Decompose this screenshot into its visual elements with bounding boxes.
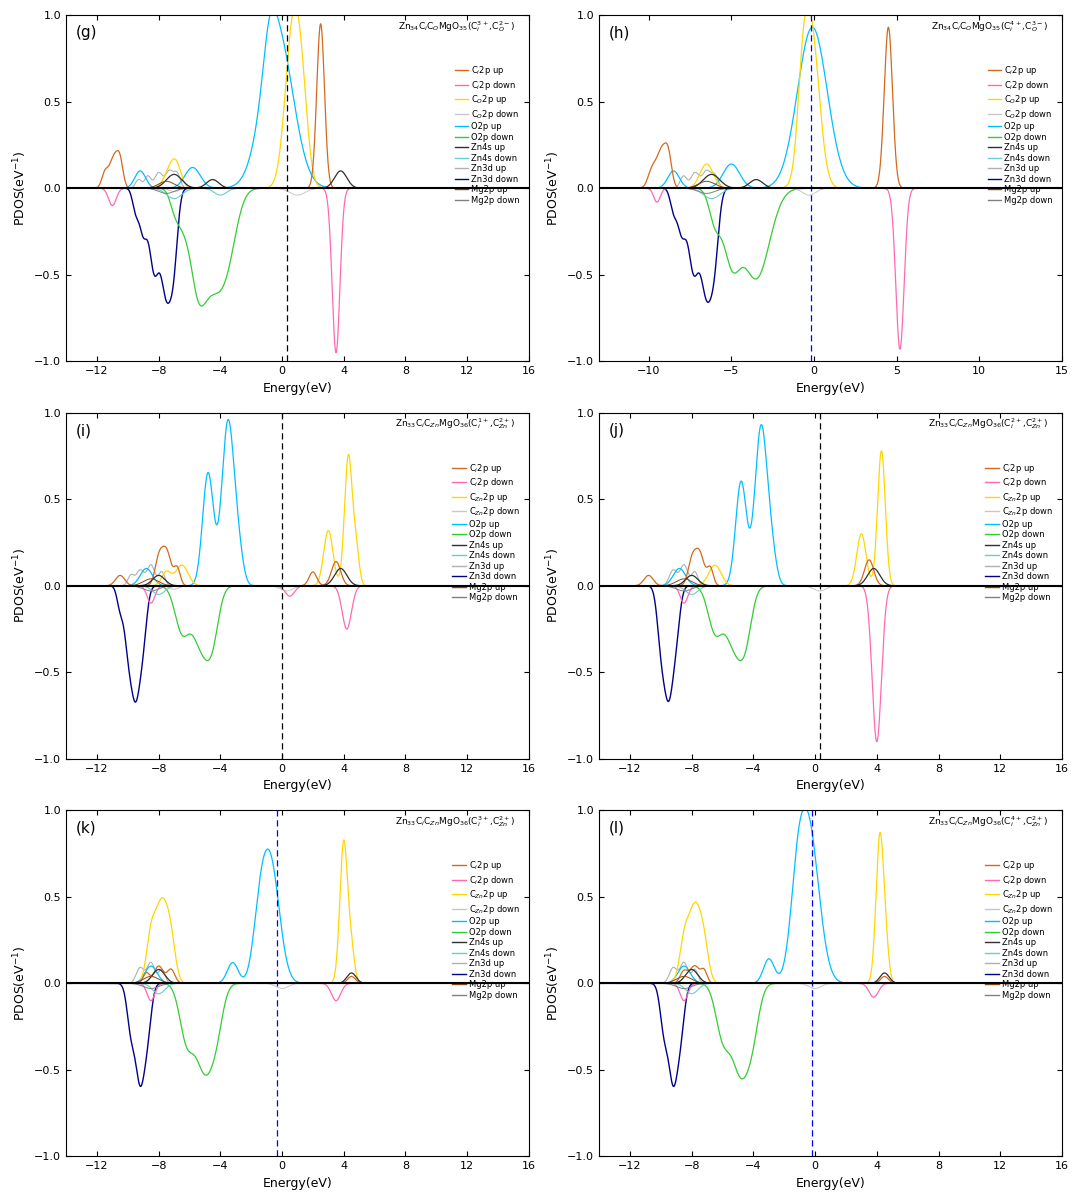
Y-axis label: PDOS(eV$^{-1}$): PDOS(eV$^{-1}$) (11, 548, 29, 623)
X-axis label: Energy(eV): Energy(eV) (796, 779, 865, 793)
Text: (g): (g) (76, 25, 97, 41)
Text: (k): (k) (76, 820, 96, 836)
X-axis label: Energy(eV): Energy(eV) (262, 779, 333, 793)
Legend: C$_i$2p up, C$_i$2p down, C$_O$2p up, C$_O$2p down, O2p up, O2p down, Zn4s up, Z: C$_i$2p up, C$_i$2p down, C$_O$2p up, C$… (455, 65, 521, 205)
Text: Zn$_{33}$C$_i$C$_{Zn}$MgO$_{36}$(C$_i^{4+}$,C$_{Zn}^{2+}$): Zn$_{33}$C$_i$C$_{Zn}$MgO$_{36}$(C$_i^{4… (928, 814, 1048, 829)
Text: Zn$_{33}$C$_i$C$_{Zn}$MgO$_{36}$(C$_i^{1+}$,C$_{Zn}^{2+}$): Zn$_{33}$C$_i$C$_{Zn}$MgO$_{36}$(C$_i^{1… (394, 416, 515, 431)
Y-axis label: PDOS(eV$^{-1}$): PDOS(eV$^{-1}$) (11, 150, 29, 226)
Legend: C$_i$2p up, C$_i$2p down, C$_{Zn}$2p up, C$_{Zn}$2p down, O2p up, O2p down, Zn4s: C$_i$2p up, C$_i$2p down, C$_{Zn}$2p up,… (985, 462, 1053, 603)
Text: Zn$_{34}$C$_i$C$_O$MgO$_{35}$(C$_i^{3+}$,C$_O^{2-}$): Zn$_{34}$C$_i$C$_O$MgO$_{35}$(C$_i^{3+}$… (399, 18, 515, 34)
X-axis label: Energy(eV): Energy(eV) (262, 382, 333, 395)
Text: Zn$_{33}$C$_i$C$_{Zn}$MgO$_{36}$(C$_i^{2+}$,C$_{Zn}^{2+}$): Zn$_{33}$C$_i$C$_{Zn}$MgO$_{36}$(C$_i^{2… (928, 416, 1048, 431)
Legend: C$_i$2p up, C$_i$2p down, C$_O$2p up, C$_O$2p down, O2p up, O2p down, Zn4s up, Z: C$_i$2p up, C$_i$2p down, C$_O$2p up, C$… (988, 65, 1053, 205)
Legend: C$_i$2p up, C$_i$2p down, C$_{Zn}$2p up, C$_{Zn}$2p down, O2p up, O2p down, Zn4s: C$_i$2p up, C$_i$2p down, C$_{Zn}$2p up,… (985, 860, 1053, 1000)
X-axis label: Energy(eV): Energy(eV) (796, 1177, 865, 1190)
Text: (h): (h) (608, 25, 630, 41)
Text: Zn$_{34}$C$_i$C$_O$MgO$_{35}$(C$_i^{4+}$,C$_O^{3-}$): Zn$_{34}$C$_i$C$_O$MgO$_{35}$(C$_i^{4+}$… (931, 18, 1048, 34)
Y-axis label: PDOS(eV$^{-1}$): PDOS(eV$^{-1}$) (11, 945, 29, 1021)
Y-axis label: PDOS(eV$^{-1}$): PDOS(eV$^{-1}$) (544, 548, 562, 623)
X-axis label: Energy(eV): Energy(eV) (796, 382, 865, 395)
Y-axis label: PDOS(eV$^{-1}$): PDOS(eV$^{-1}$) (544, 150, 562, 226)
Text: Zn$_{33}$C$_i$C$_{Zn}$MgO$_{36}$(C$_i^{3+}$,C$_{Zn}^{2+}$): Zn$_{33}$C$_i$C$_{Zn}$MgO$_{36}$(C$_i^{3… (394, 814, 515, 829)
Legend: C$_i$2p up, C$_i$2p down, C$_{Zn}$2p up, C$_{Zn}$2p down, O2p up, O2p down, Zn4s: C$_i$2p up, C$_i$2p down, C$_{Zn}$2p up,… (453, 860, 521, 1000)
Text: (i): (i) (76, 423, 92, 438)
Text: (l): (l) (608, 820, 624, 836)
Y-axis label: PDOS(eV$^{-1}$): PDOS(eV$^{-1}$) (544, 945, 562, 1021)
Legend: C$_i$2p up, C$_i$2p down, C$_{Zn}$2p up, C$_{Zn}$2p down, O2p up, O2p down, Zn4s: C$_i$2p up, C$_i$2p down, C$_{Zn}$2p up,… (453, 462, 521, 603)
Text: (j): (j) (608, 423, 624, 438)
X-axis label: Energy(eV): Energy(eV) (262, 1177, 333, 1190)
